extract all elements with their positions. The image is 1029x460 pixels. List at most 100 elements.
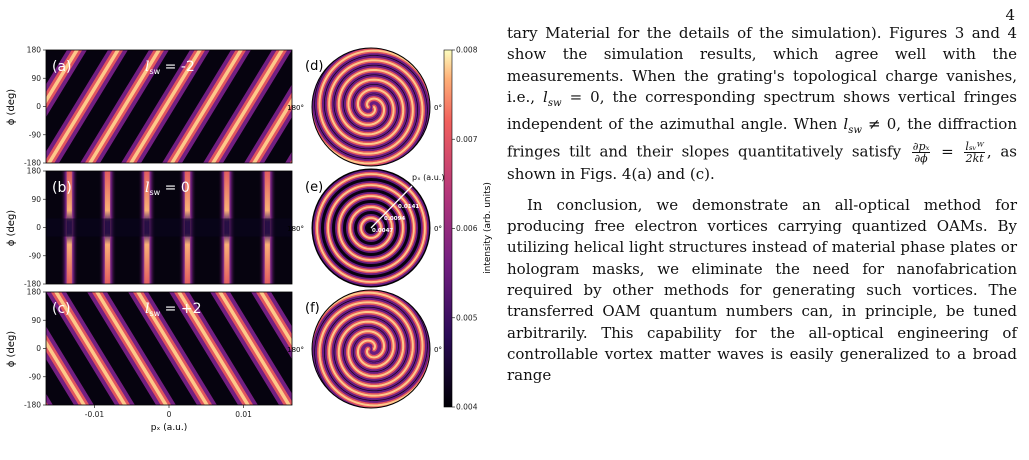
panel-c-letter: (c) [52, 301, 71, 317]
x-tick-label: -0.01 [85, 410, 105, 419]
spiral-arm-0-layer-2 [318, 49, 430, 166]
colorbar-ticks: 0.008 0.007 0.006 0.005 0.004 [452, 46, 478, 412]
panel-b-lsw-label: lsw = 0 [145, 180, 190, 197]
spiral-d [312, 48, 430, 166]
frac1-num: ∂pₓ [911, 140, 931, 154]
spiral-arm-0-layer-2 [318, 290, 430, 407]
ring-0-layer-2 [360, 217, 382, 239]
spiral-f [312, 290, 430, 408]
y-tick-label: 180 [27, 288, 42, 297]
y-axis-label-a: ϕ (deg) [6, 89, 17, 126]
y-tick-label: 180 [27, 46, 42, 55]
frac2-den: 2kt [965, 152, 984, 166]
colorbar-tick-label: 0.008 [456, 46, 478, 55]
y-tick-label: 0 [36, 102, 41, 111]
fringe-peak-1 [46, 339, 87, 405]
panel-a-fringes [46, 50, 292, 163]
panel-d-angle-0: 0° [434, 104, 442, 112]
math-l-2: l [843, 115, 849, 134]
fringe-peak-4 [210, 50, 285, 163]
p1-part-c: ≠ 0, the diffraction fringes tilt and th… [507, 115, 1017, 161]
y-tick-label: -90 [29, 251, 41, 260]
radial-tick-3: 0.0047 [372, 228, 393, 234]
math-sw-1: sw [547, 97, 562, 109]
panel-a-lsw-label: lsw = -2 [145, 59, 195, 76]
figure: (a) lsw = -2 (b) lsw = 0 (c) lsw = +2 18… [0, 46, 492, 434]
fringe-peak-3 [169, 50, 244, 163]
panel-e-angle-0: 0° [434, 225, 442, 233]
colorbar-tick-label: 0.005 [456, 313, 478, 322]
x-axis: -0.01 0 0.01 [85, 405, 252, 419]
math-sw-2: sw [848, 125, 862, 137]
panel-d-letter: (d) [305, 59, 323, 74]
y-tick-label: -180 [24, 159, 41, 168]
radial-tick-1: 0.0141 [398, 204, 419, 210]
fringe-peak-2 [128, 50, 203, 163]
y-tick-label: -180 [24, 401, 41, 410]
p1-part-b: = 0, the corresponding spectrum shows ve… [507, 87, 1017, 134]
y-axis-label-c: ϕ (deg) [6, 331, 17, 368]
y-tick-label: 0 [36, 344, 41, 353]
fraction-dpx-dphi: ∂pₓ ∂ϕ [911, 140, 931, 166]
panel-c-lsw-label: lsw = +2 [145, 301, 201, 318]
ring-1-layer-2 [349, 206, 393, 250]
polar-panel-f: (f) 180° 0° [287, 289, 442, 409]
frac2-num: lₛᵥᵂ [964, 140, 985, 154]
panel-e-angle-180: 180° [287, 225, 304, 233]
ring-3-layer-2 [327, 184, 415, 272]
panel-b: (b) lsw = 0 [45, 170, 293, 285]
fringe-peak-4 [135, 292, 210, 405]
center-band [46, 218, 292, 237]
spiral-e [313, 170, 429, 286]
ring-4-layer-2 [316, 173, 426, 283]
polar-panel-e: (e) 180° 0° pₓ (a.u.) 0.0141 0.0094 0.00… [287, 168, 444, 288]
fringe--1 [0, 287, 5, 410]
fringe-glow--1 [0, 287, 5, 410]
panel-c: (c) lsw = +2 [0, 287, 293, 410]
paragraph-2: In conclusion, we demonstrate an all-opt… [507, 195, 1017, 385]
y-tick-label: 90 [31, 195, 41, 204]
x-axis-label: pₓ (a.u.) [151, 423, 188, 433]
fringe-peak-5 [251, 97, 292, 163]
fringe-peak-3 [94, 292, 169, 405]
y-tick-label: 0 [36, 223, 41, 232]
colorbar-tick-label: 0.004 [456, 403, 478, 412]
p1-part-d: , as shown in Figs. 4(a) and (c). [507, 142, 1018, 184]
spiral-arm-1-layer-2 [312, 48, 424, 165]
fringe-peak-7 [258, 292, 292, 347]
page-number: 4 [1005, 6, 1015, 24]
panel-f-angle-180: 180° [287, 346, 304, 354]
panel-f-letter: (f) [305, 301, 320, 316]
x-tick-label: 0 [167, 410, 172, 419]
p1-part-a: tary Material for the details of the sim… [507, 24, 1017, 106]
panel-c-fringes [0, 287, 292, 410]
spiral-arm-1-layer-2 [312, 291, 424, 408]
panel-a: (a) lsw = -2 [45, 49, 293, 164]
polar-panel-d: (d) 180° 0° [287, 47, 442, 167]
eq-sign: = [932, 142, 963, 161]
y-tick-label: 90 [31, 74, 41, 83]
panel-f-angle-0: 0° [434, 346, 442, 354]
y-tick-label: 90 [31, 316, 41, 325]
panel-e-letter: (e) [305, 180, 323, 195]
fringe-peak--1 [0, 287, 5, 410]
math-l-1: l [543, 87, 548, 106]
radial-tick-2: 0.0094 [384, 216, 405, 222]
fringe-peak-0 [46, 50, 121, 163]
frac1-den: ∂ϕ [914, 152, 928, 166]
fraction-lsw-2kt: lₛᵥᵂ 2kt [964, 140, 985, 166]
fringe-peak-6 [217, 292, 292, 405]
paragraph-1: tary Material for the details of the sim… [507, 23, 1017, 186]
colorbar-tick-label: 0.006 [456, 224, 478, 233]
y-axis-label-b: ϕ (deg) [6, 210, 17, 247]
colorbar: 0.008 0.007 0.006 0.005 0.004 intensity (arb… [443, 46, 492, 412]
y-tick-label: -90 [29, 130, 41, 139]
fringe-peak-2 [53, 292, 128, 405]
radial-axis-line [370, 185, 413, 229]
colorbar-label: intensity (arb. units) [483, 182, 492, 274]
y-tick-label: 180 [27, 167, 42, 176]
fringe-peak-1 [87, 50, 162, 163]
ring-2-layer-2 [338, 195, 404, 261]
panel-a-letter: (a) [52, 59, 72, 75]
